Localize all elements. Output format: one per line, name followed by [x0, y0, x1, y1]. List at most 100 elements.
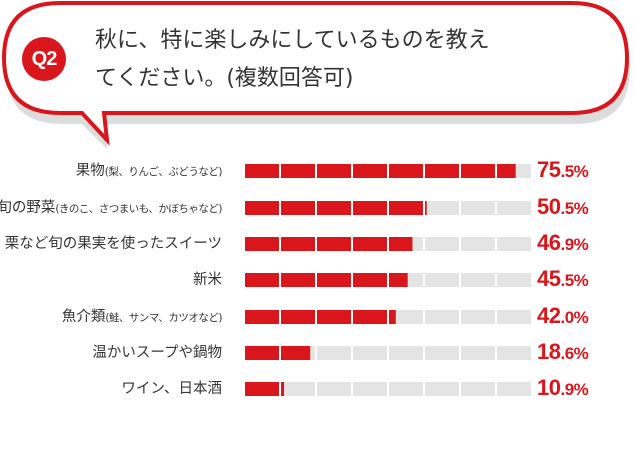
bar-fill-segment [353, 310, 387, 324]
bar-fill-segment [245, 346, 279, 360]
category-label: ワイン、日本酒 [121, 379, 222, 400]
bar-track-segment [353, 382, 387, 396]
bar-track-segment [461, 382, 495, 396]
value-label: 10.9% [537, 375, 589, 401]
bar-track-segment [461, 201, 495, 215]
category-label: 果物(梨、りんご、ぶどうなど) [75, 161, 223, 182]
bar-fill-segment [281, 201, 315, 215]
category-sub: (鮭、サンマ、カツオなど) [105, 312, 222, 324]
category-sub: (梨、りんご、ぶどうなど) [104, 166, 223, 178]
bar-track-segment [461, 346, 495, 360]
category-label: 新米 [193, 270, 222, 291]
category-sub: (きのこ、さつまいも、かぼちゃなど) [55, 203, 222, 215]
bar-track-segment [425, 346, 459, 360]
chart-row: 栗など旬の果実を使ったスイーツ 46.9% [0, 230, 634, 255]
bar-fill-segment [497, 164, 516, 178]
bar-track-segment [425, 310, 459, 324]
bar-fill-segment [317, 273, 351, 287]
bar-fill-segment [281, 273, 315, 287]
value-int: 50 [537, 194, 561, 219]
question-line-1: 秋に、特に楽しみにしているものを教え [95, 28, 490, 53]
bar-fill-segment [389, 237, 413, 251]
chart-row: ワイン、日本酒 10.9% [0, 375, 634, 400]
category-label: 栗など旬の果実を使ったスイーツ [5, 234, 222, 255]
question-text: 秋に、特に楽しみにしているものを教え てください。(複数回答可) [95, 22, 595, 98]
category-label: 魚介類(鮭、サンマ、カツオなど) [62, 307, 223, 328]
bar-track-segment [497, 310, 531, 324]
value-int: 45 [537, 266, 561, 291]
bar-fill-segment [353, 201, 387, 215]
value-dec: .9% [560, 235, 589, 254]
bar-track-segment [389, 346, 423, 360]
value-label: 50.5% [537, 194, 589, 220]
value-dec: .5% [560, 162, 589, 181]
category-main: 新米 [193, 272, 222, 288]
bar-track-segment [461, 237, 495, 251]
value-dec: .9% [560, 380, 589, 399]
category-main: 果物 [75, 163, 105, 179]
bar-track-segment [317, 382, 351, 396]
bar-fill-segment [353, 237, 387, 251]
bar-track-segment [425, 382, 459, 396]
value-label: 42.0% [537, 303, 589, 329]
bar-fill-segment [389, 273, 408, 287]
bar-track-segment [425, 237, 459, 251]
question-line-2: てください。(複数回答可) [95, 66, 354, 91]
bar-track-segment [497, 273, 531, 287]
bar-track-segment [497, 237, 531, 251]
category-main: 旬の野菜 [0, 200, 56, 216]
chart-row: 魚介類(鮭、サンマ、カツオなど) 42.0% [0, 303, 634, 328]
bar-fill-segment [245, 382, 279, 396]
bar-fill-segment [317, 201, 351, 215]
bar-fill-segment [317, 237, 351, 251]
bar-fill-segment [353, 273, 387, 287]
value-int: 42 [537, 303, 561, 328]
bar-track-segment [497, 201, 531, 215]
value-int: 75 [537, 157, 561, 182]
bar-fill-segment [281, 237, 315, 251]
category-main: 温かいスープや鍋物 [92, 345, 222, 361]
bar-track-segment [353, 346, 387, 360]
bar-track-segment [317, 346, 351, 360]
value-dec: .0% [560, 308, 589, 327]
value-label: 46.9% [537, 230, 589, 256]
bar-fill-segment [245, 164, 279, 178]
category-label: 旬の野菜(きのこ、さつまいも、かぼちゃなど) [0, 198, 222, 219]
value-dec: .5% [560, 199, 589, 218]
bar-fill-segment [353, 164, 387, 178]
value-label: 18.6% [537, 339, 589, 365]
bar-fill-segment [245, 237, 279, 251]
bar-track-segment [425, 201, 459, 215]
value-dec: .5% [560, 271, 589, 290]
bar-fill-segment [281, 382, 285, 396]
value-label: 75.5% [537, 157, 589, 183]
bar-track-segment [461, 310, 495, 324]
chart-row: 温かいスープや鍋物 18.6% [0, 339, 634, 364]
bar-fill-segment [425, 201, 427, 215]
bar-track-segment [389, 382, 423, 396]
bar-fill-segment [317, 310, 351, 324]
chart-row: 果物(梨、りんご、ぶどうなど) 75.5% [0, 157, 634, 182]
bar-fill-segment [245, 201, 279, 215]
bar-track-segment [497, 346, 531, 360]
category-label: 温かいスープや鍋物 [92, 343, 222, 364]
bar-fill-segment [389, 164, 423, 178]
bar-track-segment [425, 273, 459, 287]
value-int: 46 [537, 230, 561, 255]
bar-fill-segment [281, 310, 315, 324]
value-label: 45.5% [537, 266, 589, 292]
chart-row: 旬の野菜(きのこ、さつまいも、かぼちゃなど) 50.5% [0, 194, 634, 219]
bar-fill-segment [389, 201, 423, 215]
bar-track-segment [461, 273, 495, 287]
bar-fill-segment [425, 164, 459, 178]
category-main: 栗など旬の果実を使ったスイーツ [4, 236, 222, 252]
bar-fill-segment [281, 164, 315, 178]
bar-fill-segment [317, 164, 351, 178]
bar-fill-segment [461, 164, 495, 178]
bar-fill-segment [281, 346, 311, 360]
chart-row: 新米 45.5% [0, 266, 634, 291]
bar-fill-segment [245, 310, 279, 324]
value-int: 18 [537, 339, 561, 364]
speech-bubble [1, 1, 630, 149]
